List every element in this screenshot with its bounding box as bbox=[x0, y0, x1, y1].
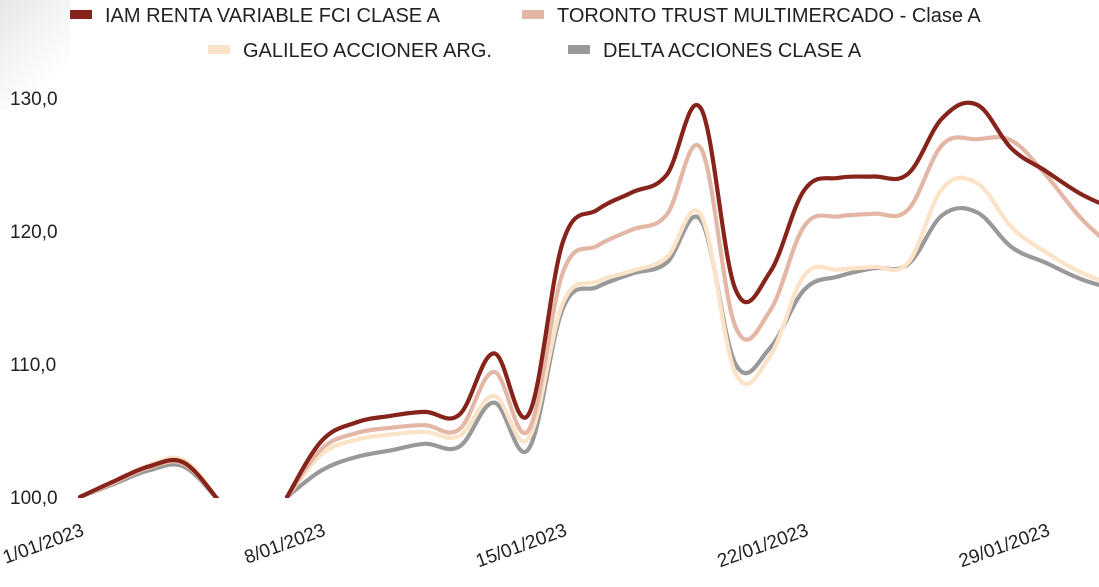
series-line-2-segment-2 bbox=[284, 135, 1099, 498]
legend: IAM RENTA VARIABLE FCI CLASE A TORONTO TR… bbox=[70, 5, 981, 62]
series-layer bbox=[77, 100, 1099, 498]
legend-swatch-2 bbox=[522, 10, 544, 19]
legend-label-1: IAM RENTA VARIABLE FCI CLASE A bbox=[105, 5, 441, 27]
y-axis: 100,0 110,0 120,0 130,0 bbox=[10, 89, 58, 509]
series-line-1-segment-1 bbox=[77, 457, 220, 498]
y-tick-label: 110,0 bbox=[10, 355, 56, 376]
y-tick-label: 120,0 bbox=[10, 222, 58, 243]
legend-swatch-3 bbox=[208, 45, 230, 54]
legend-label-3: GALILEO ACCIONER ARG. bbox=[243, 40, 492, 62]
legend-label-2: TORONTO TRUST MULTIMERCADO - Clase A bbox=[557, 5, 981, 27]
x-tick-label: 29/01/2023 bbox=[956, 520, 1053, 572]
x-axis: 1/01/2023 8/01/2023 15/01/2023 22/01/2023 29… bbox=[0, 520, 1053, 572]
series-line-3-segment-2 bbox=[284, 175, 1099, 498]
x-tick-label: 1/01/2023 bbox=[0, 520, 87, 569]
y-tick-label: 100,0 bbox=[10, 488, 58, 509]
y-tick-label: 130,0 bbox=[10, 89, 58, 110]
legend-swatch-4 bbox=[568, 45, 590, 54]
x-tick-label: 22/01/2023 bbox=[715, 520, 812, 572]
legend-swatch-1 bbox=[70, 10, 92, 19]
x-tick-label: 15/01/2023 bbox=[473, 520, 570, 572]
page-corner-decoration bbox=[0, 0, 70, 110]
series-line-1-segment-2 bbox=[284, 100, 1099, 498]
legend-label-4: DELTA ACCIONES CLASE A bbox=[603, 40, 862, 62]
x-tick-label: 8/01/2023 bbox=[242, 520, 329, 569]
series-line-4-segment-2 bbox=[284, 205, 1099, 498]
